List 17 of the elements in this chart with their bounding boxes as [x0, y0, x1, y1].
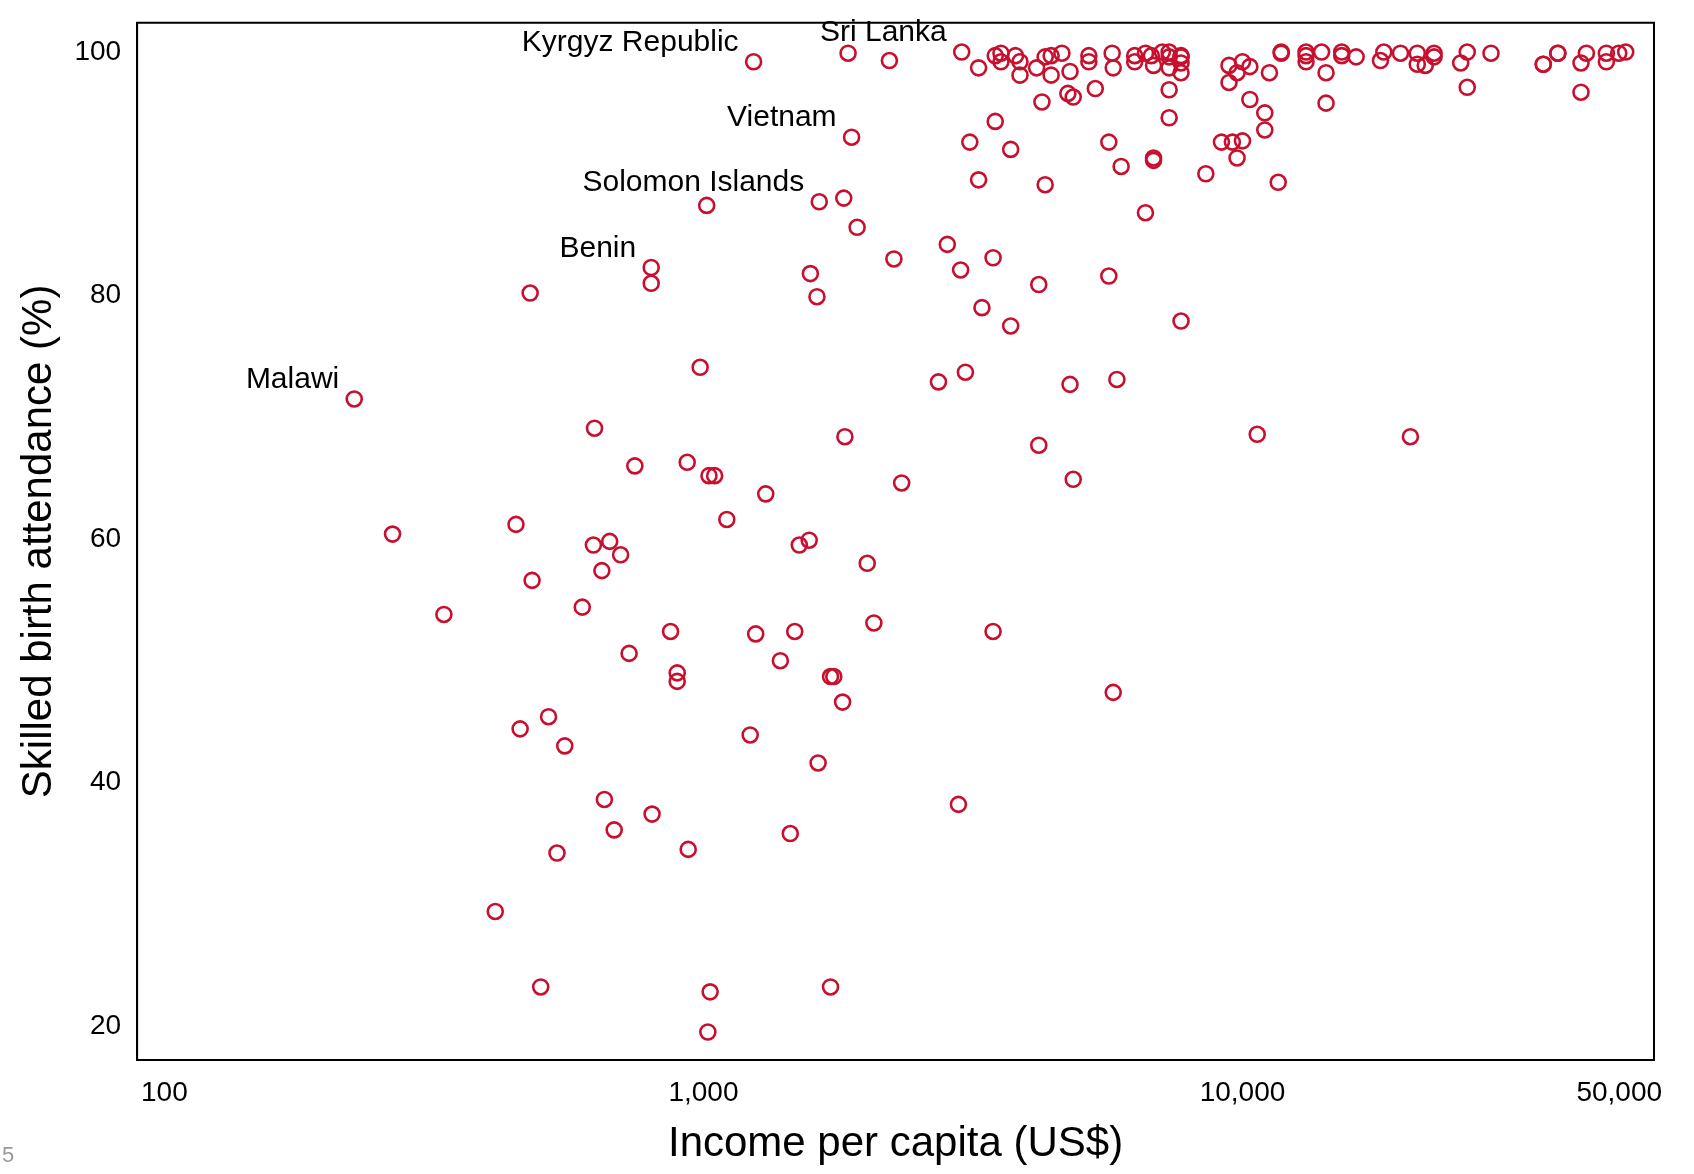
x-axis-title: Income per capita (US$): [667, 1118, 1124, 1166]
y-tick-label: 80: [89, 278, 122, 310]
x-tick-label: 100: [141, 1075, 188, 1107]
annotation: Kyrgyz Republic: [521, 24, 739, 58]
y-tick-label: 100: [74, 34, 122, 66]
y-tick-label: 20: [89, 1008, 122, 1040]
x-tick-label: 10,000: [1199, 1075, 1286, 1107]
annotation: Malawi: [245, 361, 340, 395]
text: 5: [2, 1142, 15, 1168]
x-tick-label: 50,000: [1576, 1075, 1663, 1107]
annotation: Vietnam: [727, 99, 837, 133]
y-tick-label: 60: [89, 521, 122, 553]
y-axis-title: Skilled birth attendance (%): [12, 284, 60, 799]
annotation: Solomon Islands: [582, 164, 805, 198]
annotation: Benin: [559, 229, 637, 263]
y-tick-label: 40: [89, 765, 122, 797]
x-tick-label: 1,000: [668, 1075, 739, 1107]
